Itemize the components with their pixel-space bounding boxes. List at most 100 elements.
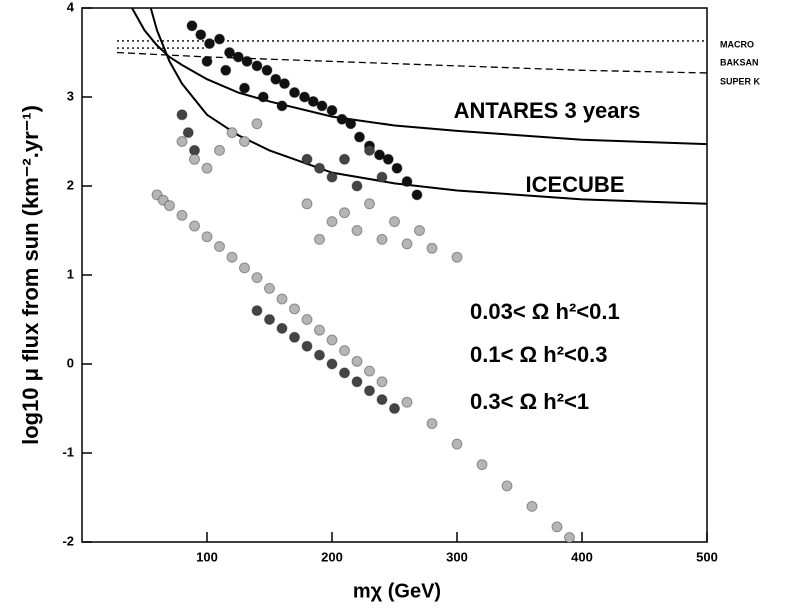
y-tick-label: -1: [62, 444, 74, 459]
data-point: [189, 220, 200, 232]
data-point: [364, 385, 375, 397]
x-tick-label: 100: [196, 549, 218, 564]
data-point: [226, 127, 238, 139]
data-point: [426, 242, 438, 254]
data-point: [476, 459, 488, 471]
x-axis-label: mχ (GeV): [353, 580, 441, 602]
data-point: [351, 225, 363, 236]
data-point: [326, 334, 338, 346]
data-point: [351, 180, 363, 192]
data-point: [391, 162, 403, 174]
data-point: [414, 225, 425, 236]
x-tick-label: 200: [321, 549, 343, 564]
reference-curve: [116, 51, 707, 74]
data-point: [336, 113, 348, 125]
y-tick-label: 4: [67, 0, 75, 14]
data-point: [551, 521, 563, 533]
data-point: [451, 438, 463, 450]
data-point: [411, 189, 423, 201]
data-point: [251, 118, 263, 130]
data-point: [239, 262, 250, 274]
data-point: [251, 305, 263, 317]
data-point: [276, 322, 288, 334]
reference-curve: [131, 8, 707, 146]
data-point: [316, 100, 328, 112]
data-point: [201, 231, 213, 243]
data-point: [289, 331, 300, 343]
data-point: [326, 104, 338, 116]
data-point: [214, 241, 225, 253]
data-point: [401, 396, 413, 408]
y-tick-label: 3: [67, 88, 74, 103]
y-tick-label: 2: [67, 177, 74, 192]
data-point: [261, 64, 273, 76]
data-point: [451, 251, 463, 263]
data-point: [301, 198, 313, 210]
data-point: [345, 118, 357, 130]
data-point: [289, 303, 300, 315]
data-point: [201, 162, 213, 174]
data-point: [339, 345, 350, 357]
data-point: [299, 91, 310, 103]
data-point: [301, 340, 313, 352]
data-point: [189, 153, 200, 165]
curve-label: ANTARES 3 years: [454, 98, 641, 123]
data-point: [279, 78, 290, 90]
data-point: [264, 314, 275, 325]
y-tick-label: 1: [67, 266, 74, 281]
curve-label: ICECUBE: [525, 172, 624, 197]
data-point: [257, 91, 269, 103]
data-point: [220, 64, 232, 76]
data-point: [314, 324, 325, 336]
data-point: [239, 136, 250, 147]
curve-label: MACRO: [720, 39, 754, 49]
curve-label: BAKSAN: [720, 57, 759, 67]
data-point: [264, 282, 275, 294]
data-point: [176, 109, 188, 121]
data-point: [251, 272, 263, 284]
data-point: [176, 136, 188, 147]
x-tick-label: 500: [696, 549, 718, 564]
data-point: [276, 100, 288, 112]
data-point: [314, 349, 325, 361]
data-point: [251, 60, 263, 72]
y-axis-label: log10 μ flux from sun (km⁻².yr⁻¹): [18, 105, 43, 445]
data-point: [389, 216, 400, 228]
data-point: [314, 233, 325, 245]
x-tick-label: 300: [446, 549, 468, 564]
data-point: [201, 55, 213, 67]
data-point: [232, 51, 244, 63]
reference-curve: [149, 8, 707, 205]
data-point: [276, 293, 288, 305]
data-point: [326, 216, 338, 228]
data-point: [241, 55, 253, 67]
data-point: [226, 251, 238, 263]
data-point: [176, 209, 188, 221]
data-point: [204, 38, 215, 50]
data-point: [164, 200, 175, 212]
data-point: [339, 153, 350, 165]
data-point: [564, 532, 575, 544]
data-point: [239, 82, 250, 94]
data-point: [339, 207, 350, 219]
data-point: [314, 162, 325, 174]
y-tick-label: 0: [67, 355, 74, 370]
legend-entry: 0.1< Ω h²<0.3: [470, 342, 608, 367]
data-point: [382, 153, 394, 165]
data-point: [270, 73, 282, 85]
data-point: [351, 355, 363, 367]
data-point: [401, 176, 413, 188]
data-point: [339, 367, 350, 379]
data-point: [376, 394, 388, 406]
data-point: [401, 238, 413, 250]
legend-entry: 0.3< Ω h²<1: [470, 389, 589, 414]
data-point: [326, 358, 338, 370]
data-point: [186, 20, 198, 32]
plot-frame: [81, 7, 708, 543]
data-point: [214, 144, 225, 156]
data-point: [376, 233, 388, 245]
data-point: [376, 171, 388, 183]
data-point: [289, 87, 300, 99]
data-point: [364, 144, 375, 156]
